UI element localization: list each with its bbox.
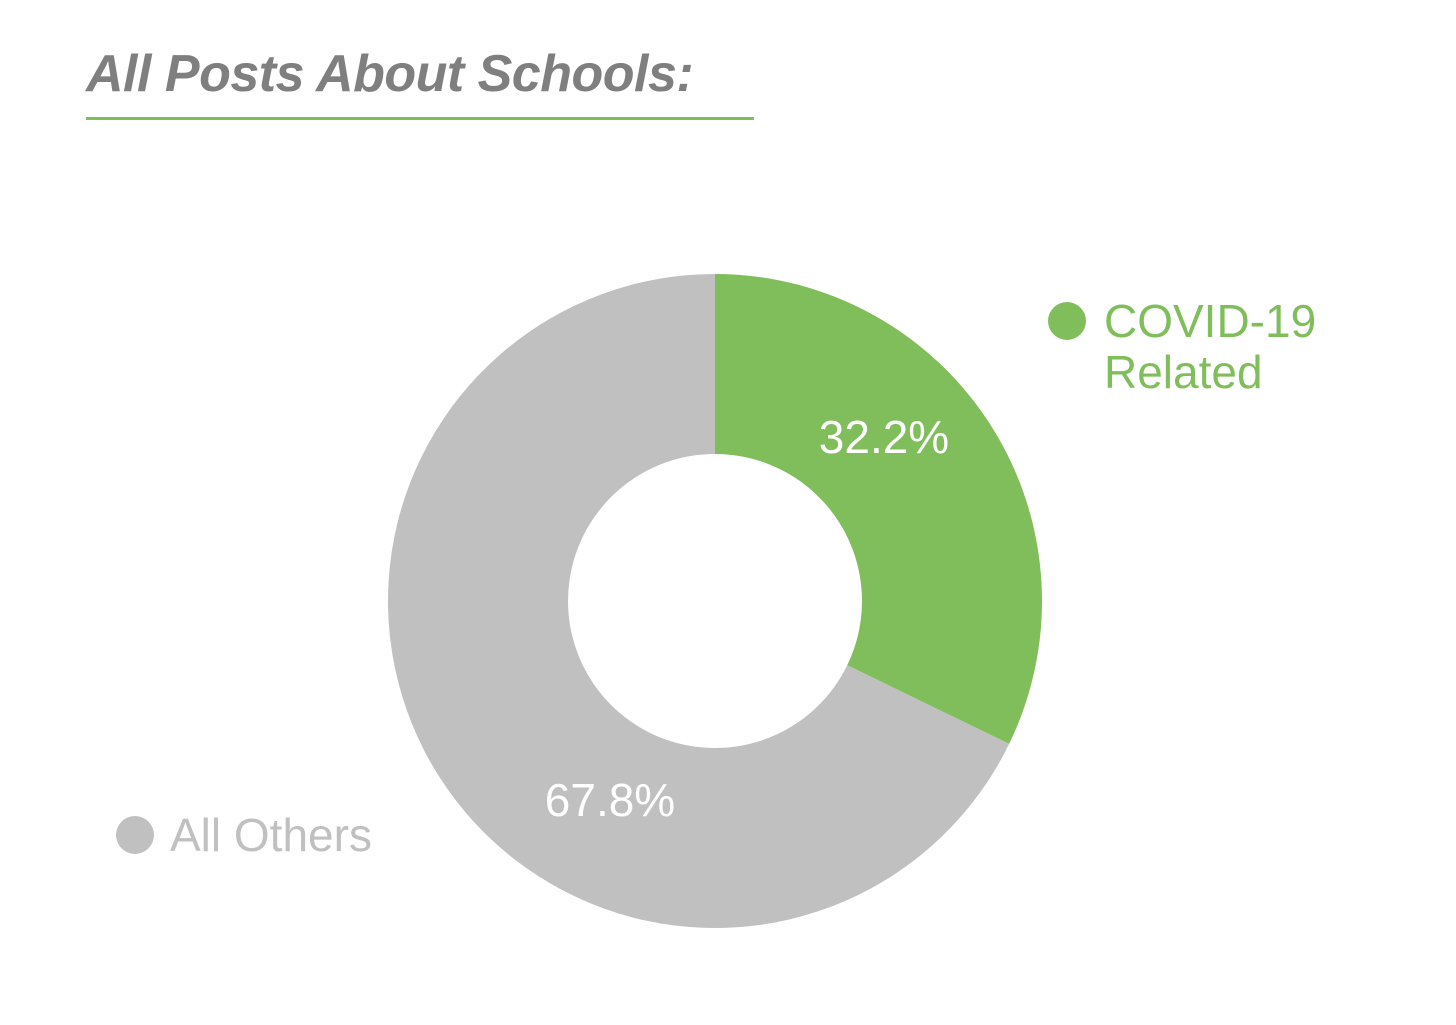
legend-item-others: All Others xyxy=(116,809,372,861)
legend-marker-covid xyxy=(1048,302,1086,340)
donut-slices xyxy=(388,274,1042,929)
chart-title: All Posts About Schools: xyxy=(86,45,694,103)
legend-label-covid: COVID-19 Related xyxy=(1104,295,1329,398)
legend-label-others: All Others xyxy=(170,809,372,861)
legend-label-covid-line2: Related xyxy=(1104,346,1263,398)
donut-slice-covid xyxy=(715,274,1042,744)
slice-value-label-others: 67.8% xyxy=(545,774,675,826)
legend-label-others-line1: All Others xyxy=(170,809,372,861)
legend-item-covid: COVID-19 Related xyxy=(1048,295,1329,398)
title-underline xyxy=(86,117,754,120)
legend-label-covid-line1: COVID-19 xyxy=(1104,295,1316,347)
donut-slice-others xyxy=(388,274,1010,929)
legend-marker-others xyxy=(116,816,154,854)
slice-value-label-covid: 32.2% xyxy=(819,411,949,463)
